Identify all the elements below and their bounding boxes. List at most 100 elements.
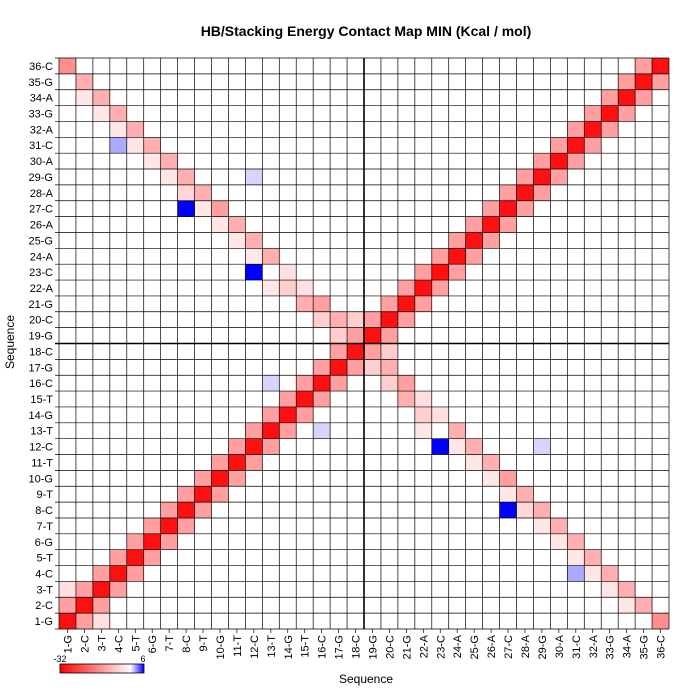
heatmap-cell: [313, 422, 331, 439]
heatmap-cell: [126, 137, 144, 154]
heatmap-cell: [482, 454, 500, 471]
y-tick-label: 11-T: [31, 457, 53, 469]
heatmap-cell: [211, 470, 229, 487]
heatmap-cell: [279, 264, 297, 281]
heatmap-cell: [143, 517, 161, 534]
heatmap-cell: [160, 169, 178, 185]
y-tick-label: 16-C: [29, 378, 53, 390]
heatmap-cell: [380, 343, 398, 360]
x-tick-label: 5-T: [130, 635, 142, 652]
heatmap-cell: [194, 470, 212, 487]
heatmap-cell: [143, 533, 161, 550]
heatmap-cell: [109, 565, 127, 582]
x-tick-label: 34-A: [622, 634, 634, 658]
y-tick-label: 21-G: [29, 299, 53, 311]
heatmap-cell: [92, 597, 110, 614]
heatmap-cell: [397, 311, 415, 328]
x-tick-label: 36-C: [656, 635, 668, 659]
y-tick-label: 25-G: [29, 235, 53, 247]
heatmap-cell: [194, 184, 212, 201]
heatmap-cell: [550, 169, 568, 185]
y-tick-label: 2-C: [35, 600, 53, 612]
heatmap-cell: [296, 280, 314, 296]
heatmap-cell: [160, 533, 178, 550]
heatmap-cell: [228, 232, 246, 249]
heatmap-cell: [109, 121, 127, 138]
heatmap-cell: [448, 438, 466, 455]
heatmap-cell: [59, 597, 76, 614]
heatmap-cell: [567, 153, 585, 170]
heatmap-cell: [533, 184, 551, 201]
x-tick-label: 17-G: [334, 635, 346, 659]
heatmap-cell: [533, 502, 551, 518]
heatmap-cell: [499, 470, 517, 487]
heatmap-cell: [533, 517, 551, 534]
heatmap-cell: [75, 613, 93, 629]
heatmap-cell: [635, 597, 653, 614]
heatmap-cell: [211, 454, 229, 471]
x-tick-label: 33-G: [605, 635, 617, 659]
heatmap-cell: [567, 137, 585, 154]
x-tick-label: 1-G: [62, 635, 74, 653]
heatmap-cell: [618, 597, 636, 614]
heatmap-cell: [414, 406, 432, 423]
colorbar: -32 6: [53, 654, 146, 674]
heatmap-cell: [448, 264, 466, 281]
heatmap-cell: [347, 311, 364, 328]
y-tick-label: 30-A: [30, 156, 54, 168]
heatmap-cell: [262, 280, 280, 296]
y-tick-label: 23-C: [29, 267, 53, 279]
heatmap-cell: [465, 438, 483, 455]
y-tick-label: 22-A: [30, 283, 54, 295]
heatmap-cell: [584, 565, 602, 582]
y-tick-label: 27-C: [29, 204, 53, 216]
x-tick-label: 30-A: [554, 634, 566, 658]
heatmap-cell: [177, 184, 195, 201]
x-tick-label: 3-T: [96, 635, 108, 652]
heatmap-cell: [380, 375, 398, 392]
heatmap-cell: [652, 613, 669, 629]
heatmap-cell: [364, 311, 381, 328]
heatmap-cell: [245, 248, 263, 265]
y-tick-label: 34-A: [30, 93, 54, 105]
heatmap-cell: [330, 327, 348, 344]
heatmap-cell: [499, 200, 517, 217]
heatmap-cell: [364, 327, 381, 344]
x-tick-label: 6-G: [147, 635, 159, 653]
heatmap-cell: [262, 422, 280, 439]
heatmap-cell: [262, 375, 280, 392]
heatmap-cell: [550, 533, 568, 550]
heatmap-cell: [584, 105, 602, 122]
heatmap-cell: [313, 359, 331, 376]
heatmap-cell: [160, 153, 178, 170]
heatmap-cell: [601, 89, 619, 106]
heatmap-cell: [516, 486, 534, 503]
heatmap-cell: [177, 517, 195, 534]
heatmap-cell: [279, 422, 297, 439]
heatmap-cell: [160, 502, 178, 518]
heatmap-cell: [550, 517, 568, 534]
heatmap-cell: [347, 359, 364, 376]
heatmap-cell: [330, 343, 348, 360]
heatmap-cell: [448, 422, 466, 439]
y-tick-label: 1-G: [35, 616, 53, 628]
y-tick-label: 32-A: [30, 124, 54, 136]
heatmap-cell: [330, 375, 348, 392]
heatmap-cell: [431, 264, 449, 281]
heatmap-cell: [364, 359, 381, 376]
heatmap-cell: [380, 359, 398, 376]
heatmap-cell: [364, 343, 381, 360]
heatmap-cell: [397, 375, 415, 392]
heatmap-cell: [397, 295, 415, 312]
y-tick-label: 12-C: [29, 442, 53, 454]
heatmap-cell: [414, 280, 432, 296]
heatmap-cell: [550, 153, 568, 170]
heatmap-cell: [601, 565, 619, 582]
heatmap-cell: [584, 137, 602, 154]
y-tick-label: 6-G: [35, 537, 53, 549]
heatmap-cell: [92, 613, 110, 629]
x-tick-label: 22-A: [418, 634, 430, 658]
heatmap-cell: [177, 169, 195, 185]
heatmap-cell: [279, 391, 297, 407]
